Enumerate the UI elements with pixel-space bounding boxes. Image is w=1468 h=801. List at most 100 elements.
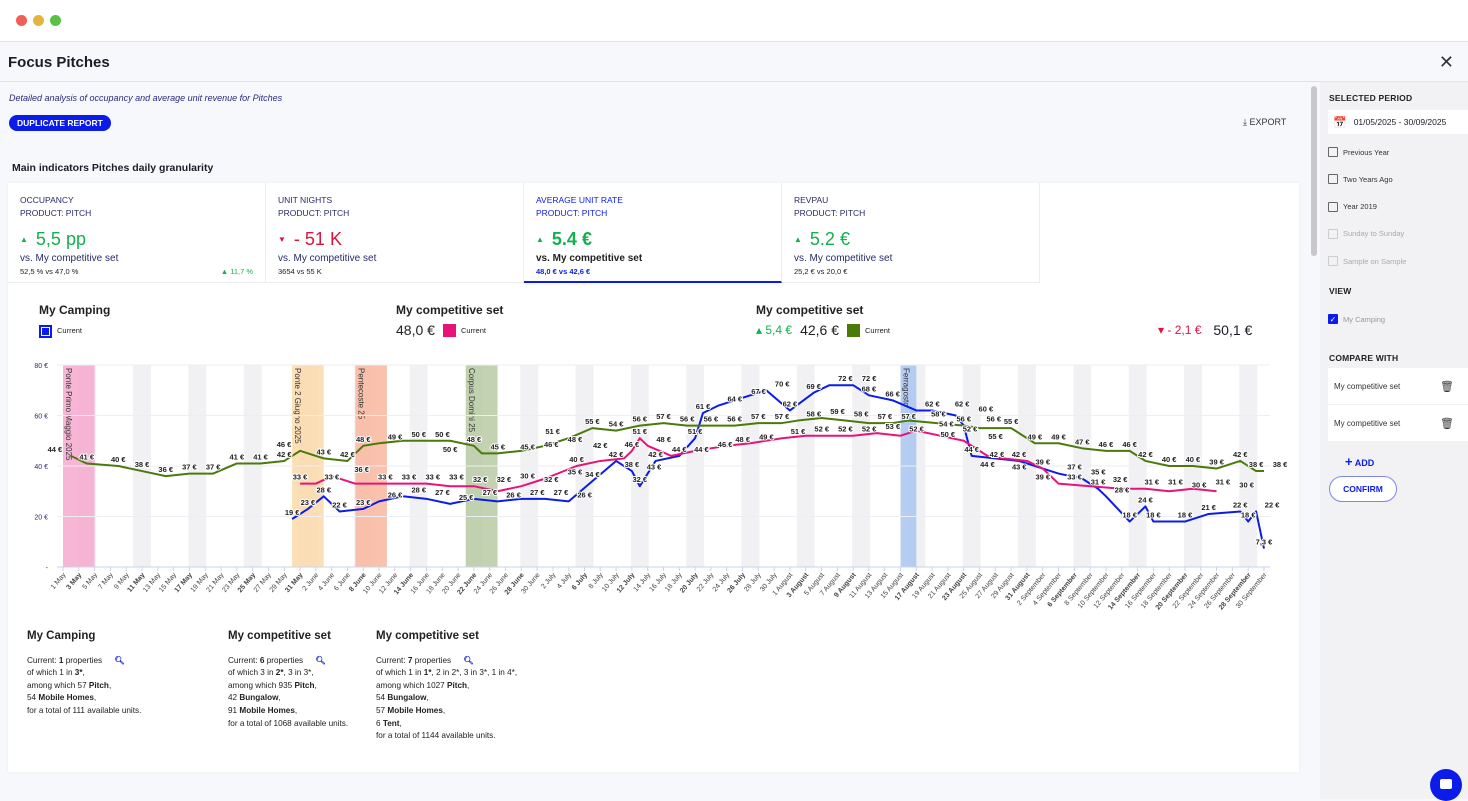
close-window-button[interactable] (16, 15, 27, 26)
option-checkbox[interactable]: Previous Year (1328, 147, 1389, 157)
kpi-title: REVPAU (794, 195, 829, 205)
data-label: 36 € (158, 465, 173, 474)
data-label: 33 € (425, 473, 440, 482)
summary-line: of which 1 in 1*, 2 in 2*, 3 in 3*, 1 in… (376, 668, 518, 678)
maximize-window-button[interactable] (50, 15, 61, 26)
trash-icon[interactable]: 🗑 (1440, 380, 1454, 393)
plus-icon: + (1345, 454, 1353, 469)
confirm-button[interactable]: CONFIRM (1329, 476, 1397, 502)
trend-up-icon: ▲ (794, 235, 802, 244)
period-value: 01/05/2025 - 30/09/2025 (1353, 117, 1447, 127)
window-titlebar (0, 0, 1468, 42)
data-label: 42 € (277, 450, 292, 459)
kpi-card-occupancy[interactable]: OCCUPANCY PRODUCT: PITCH ▲ 5,5 pp vs. My … (8, 183, 266, 283)
period-picker[interactable]: 📅 01/05/2025 - 30/09/2025 (1328, 110, 1468, 134)
kpi-card-revpau[interactable]: REVPAU PRODUCT: PITCH ▲ 5.2 € vs. My comp… (782, 183, 1040, 283)
summary-line: Current: 6 properties 🔍︎ (228, 655, 326, 665)
kpi-value: - 51 K (293, 229, 342, 249)
kpi-detail: 3654 vs 55 K (278, 267, 322, 276)
export-button[interactable]: ⤓ EXPORT (1243, 117, 1286, 128)
data-label: 45 € (520, 442, 535, 451)
data-label: 41 € (253, 452, 268, 461)
data-label: 33 € (402, 473, 417, 482)
kpi-card-unit-nights[interactable]: UNIT NIGHTS PRODUCT: PITCH ▼ - 51 K vs. M… (266, 183, 524, 283)
compare-label: My competitive set (1334, 418, 1401, 428)
kpi-value: 5,5 pp (35, 229, 86, 249)
data-label: 32 € (544, 475, 559, 484)
option-checkbox[interactable]: Year 2019 (1328, 201, 1377, 212)
data-label: 51 € (791, 427, 806, 436)
data-label: 43 € (1012, 462, 1027, 471)
data-label: 38 € (1273, 460, 1288, 469)
data-label: 46 € (1099, 440, 1114, 449)
data-label: 52 € (909, 425, 924, 434)
chat-button[interactable] (1430, 769, 1462, 801)
search-icon[interactable]: 🔍︎ (463, 655, 474, 665)
legend-delta: ▴ 5,4 € (756, 323, 793, 337)
data-label: 62 € (783, 399, 798, 408)
data-label: 27 € (483, 488, 498, 497)
data-label: 50 € (435, 430, 450, 439)
download-icon: ⤓ (1243, 117, 1250, 127)
scrollbar[interactable] (1311, 86, 1317, 256)
data-label: 36 € (354, 465, 369, 474)
legend-label: Current (865, 325, 891, 335)
data-label: 48 € (467, 435, 482, 444)
data-label: 37 € (1067, 463, 1082, 472)
data-label: 38 € (625, 460, 640, 469)
kpi-title: AVERAGE UNIT RATE (536, 195, 623, 205)
data-label: 56 € (956, 415, 971, 424)
close-icon[interactable]: ✕ (1438, 52, 1454, 72)
data-label: 32 € (632, 475, 647, 484)
option-label: Two Years Ago (1343, 174, 1393, 184)
data-label: 50 € (443, 445, 458, 454)
data-label: 44 € (980, 460, 995, 469)
data-label: 28 € (411, 485, 426, 494)
view-my-camping-checkbox[interactable]: ✓ My Camping (1328, 314, 1386, 324)
data-label: 56 € (986, 415, 1001, 424)
data-label: 18 € (1241, 511, 1256, 520)
option-checkbox[interactable]: Two Years Ago (1328, 174, 1393, 185)
data-label: 22 € (332, 500, 347, 509)
duplicate-report-button[interactable]: DUPLICATE REPORT (9, 115, 111, 131)
data-label: 48 € (735, 435, 750, 444)
summary-block: My competitive set Current: 7 properties … (376, 630, 517, 743)
data-label: 33 € (449, 473, 464, 482)
data-label: 32 € (1113, 475, 1128, 484)
minimize-window-button[interactable] (33, 15, 44, 26)
trash-icon[interactable]: 🗑 (1440, 417, 1454, 430)
data-label: 38 € (135, 460, 150, 469)
search-icon[interactable]: 🔍︎ (114, 655, 125, 665)
data-label: 19 € (285, 508, 300, 517)
data-label: 40 € (111, 455, 126, 464)
data-label: 57 € (901, 412, 916, 421)
add-compare-button[interactable]: + ADD (1345, 454, 1375, 469)
data-label: 43 € (316, 447, 331, 456)
data-label: 42 € (1012, 450, 1027, 459)
data-label: 72 € (838, 374, 853, 383)
data-label: 62 € (925, 399, 940, 408)
data-label: 33 € (1067, 473, 1082, 482)
data-label: 28 € (316, 485, 331, 494)
legend-my-camping[interactable]: Current (39, 325, 82, 338)
y-tick-label: 60 € (34, 414, 48, 421)
option-label: Year 2019 (1343, 202, 1377, 212)
data-label: 51 € (632, 427, 647, 436)
data-label: 55 € (988, 432, 1003, 441)
data-label: 56 € (727, 415, 742, 424)
data-label: 41 € (230, 452, 245, 461)
legend-compset-1[interactable]: 48,0 € Current (396, 322, 486, 338)
kpi-vs: vs. My competitive set (278, 253, 377, 264)
data-label: 68 € (862, 384, 877, 393)
data-label: 18 € (1146, 511, 1161, 520)
search-icon[interactable]: 🔍︎ (315, 655, 326, 665)
x-tick-label: 3 May (65, 572, 83, 591)
legend-compset-2[interactable]: ▴ 5,4 € 42,6 € Current (756, 322, 890, 338)
data-label: 46 € (625, 440, 640, 449)
data-label: 44 € (672, 445, 687, 454)
kpi-card-average-unit-rate[interactable]: AVERAGE UNIT RATE PRODUCT: PITCH ▲ 5.4 € … (524, 183, 782, 283)
x-tick-label: 6 July (571, 572, 589, 592)
data-label: 39 € (1035, 458, 1050, 467)
data-label: 22 € (1265, 500, 1280, 509)
data-label: 26 € (577, 490, 592, 499)
